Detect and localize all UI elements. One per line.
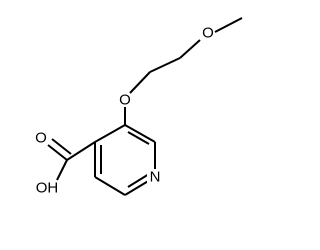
- atom-label: O: [119, 92, 131, 109]
- atom-label: OH: [36, 180, 59, 197]
- atom-label: N: [150, 169, 161, 186]
- bond: [179, 39, 201, 59]
- bond: [94, 124, 126, 143]
- label-backdrop: [147, 169, 163, 186]
- bond: [47, 144, 68, 161]
- bond: [129, 71, 151, 94]
- bond: [66, 141, 96, 161]
- atom-label: O: [202, 25, 214, 42]
- atom-labels: O O O OH N: [35, 25, 214, 197]
- bond: [214, 17, 243, 33]
- bond: [124, 124, 156, 143]
- atom-label: O: [35, 130, 47, 147]
- double-bond: [51, 138, 72, 155]
- bonds: [47, 17, 243, 196]
- bond: [56, 159, 68, 181]
- double-bond: [127, 173, 150, 188]
- bond: [94, 176, 126, 196]
- bond: [149, 57, 181, 73]
- double-bond: [127, 131, 150, 145]
- structure-diagram: O O O OH N: [35, 17, 243, 197]
